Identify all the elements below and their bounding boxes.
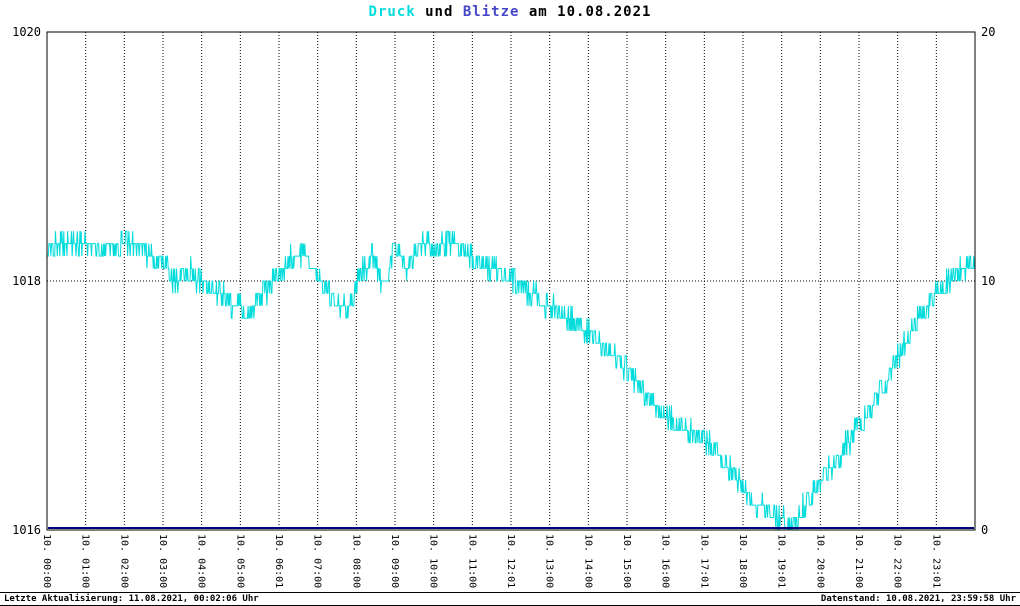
- x-tick-label: 10. 20:00: [814, 534, 825, 588]
- x-tick-label: 10. 21:00: [853, 534, 864, 588]
- x-tick-label: 10. 22:00: [892, 534, 903, 588]
- y-right-tick-label: 10: [981, 274, 995, 288]
- x-tick-label: 10. 00:00: [41, 534, 52, 588]
- x-tick-label: 10. 10:00: [428, 534, 439, 588]
- last-update-text: Letzte Aktualisierung: 11.08.2021, 00:02…: [4, 594, 259, 604]
- gridlines: [47, 32, 975, 530]
- title-word-druck: Druck: [368, 4, 416, 20]
- x-tick-label: 10. 12:01: [505, 534, 516, 588]
- x-tick-label: 10. 18:00: [737, 534, 748, 588]
- x-tick-label: 10. 19:01: [776, 534, 787, 588]
- x-tick-label: 10. 05:00: [234, 534, 245, 588]
- x-tick-label: 10. 01:00: [80, 534, 91, 588]
- x-tick-label: 10. 07:00: [312, 534, 323, 588]
- footer-bar: Letzte Aktualisierung: 11.08.2021, 00:02…: [0, 592, 1020, 606]
- x-tick-label: 10. 02:00: [118, 534, 129, 588]
- x-tick-label: 10. 06:01: [273, 534, 284, 588]
- druck-series-line: [47, 230, 975, 531]
- chart-title: Druck und Blitze am 10.08.2021: [0, 4, 1020, 20]
- x-tick-label: 10. 09:00: [389, 534, 400, 588]
- title-word-blitze: Blitze: [462, 4, 520, 20]
- y-right-tick-label: 0: [981, 523, 988, 537]
- x-tick-label: 10. 04:00: [196, 534, 207, 588]
- x-tick-label: 10. 14:00: [582, 534, 593, 588]
- x-tick-label: 10. 13:00: [544, 534, 555, 588]
- x-tick-label: 10. 16:00: [660, 534, 671, 588]
- x-tick-label: 10. 08:00: [350, 534, 361, 588]
- title-word-und: und: [415, 4, 463, 20]
- x-tick-label: 10. 15:00: [621, 534, 632, 588]
- title-date: am 10.08.2021: [519, 4, 652, 20]
- x-tick-label: 10. 23:01: [930, 534, 941, 588]
- plot-border: [46, 31, 976, 531]
- pressure-lightning-plot: 1020 1018 1016 20 10 0 10. 00:00 10. 01:00 10. 0…: [12, 25, 995, 588]
- y-left-tick-label: 1020: [12, 25, 41, 39]
- x-tick-label: 10. 11:00: [466, 534, 477, 588]
- data-timestamp-text: Datenstand: 10.08.2021, 23:59:58 Uhr: [820, 594, 1016, 604]
- y-left-tick-label: 1016: [12, 523, 41, 537]
- y-left-tick-label: 1018: [12, 274, 41, 288]
- y-right-tick-label: 20: [981, 25, 995, 39]
- x-tick-label: 10. 03:00: [157, 534, 168, 588]
- axis-labels: 1020 1018 1016 20 10 0 10. 00:00 10. 01:00 10. 0…: [12, 25, 995, 588]
- x-tick-label: 10. 17:01: [698, 534, 709, 588]
